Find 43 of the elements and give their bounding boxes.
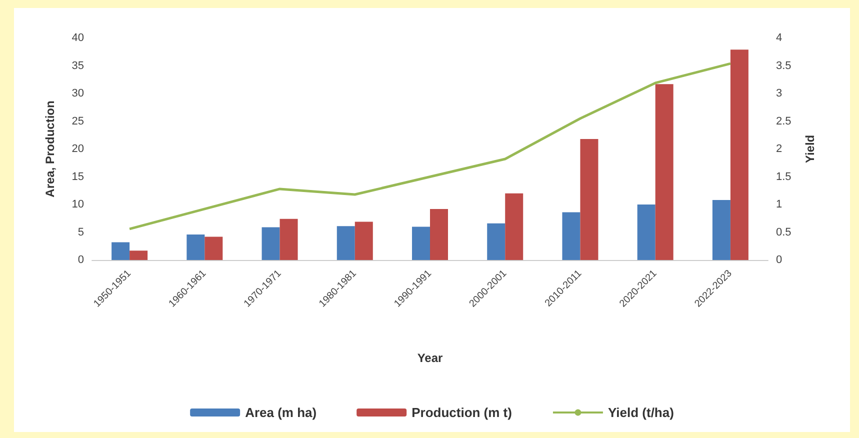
bar bbox=[430, 208, 448, 260]
bar bbox=[280, 218, 298, 260]
bar bbox=[336, 226, 355, 260]
x-axis-title: Year bbox=[417, 351, 444, 365]
bar bbox=[130, 250, 148, 260]
y2-tick-label: 3.5 bbox=[776, 60, 792, 72]
y2-tick-label: 1.5 bbox=[776, 170, 792, 183]
legend-label: Area (m ha) bbox=[245, 405, 317, 420]
bar bbox=[112, 242, 130, 260]
bar bbox=[712, 200, 730, 260]
bar bbox=[562, 212, 580, 260]
line-series bbox=[128, 62, 732, 230]
y-tick-label: 5 bbox=[78, 226, 84, 238]
y2-tick-label: 0 bbox=[776, 254, 782, 266]
y-tick-label: 15 bbox=[72, 170, 84, 183]
bar bbox=[412, 226, 430, 260]
y-tick-label: 25 bbox=[72, 115, 84, 128]
y-tick-label: 35 bbox=[72, 60, 84, 72]
legend-label: Yield (t/ha) bbox=[608, 405, 674, 420]
y-axis-title: Area, Production bbox=[43, 100, 57, 198]
y2-tick-label: 1 bbox=[776, 198, 782, 210]
bar bbox=[730, 50, 748, 260]
bar bbox=[580, 139, 598, 260]
y-tick-label: 40 bbox=[72, 32, 84, 44]
bar bbox=[186, 234, 205, 260]
bar bbox=[354, 222, 373, 260]
y2-tick-label: 2 bbox=[776, 143, 782, 155]
bar bbox=[262, 227, 280, 260]
y-tick-label: 0 bbox=[78, 254, 84, 266]
bar bbox=[505, 193, 524, 260]
y2-tick-label: 3 bbox=[776, 88, 782, 100]
legend-label: Production (m t) bbox=[412, 405, 512, 420]
bar bbox=[487, 223, 506, 260]
y-tick-label: 20 bbox=[72, 143, 84, 155]
bar bbox=[655, 84, 674, 260]
bar bbox=[637, 204, 656, 260]
y2-tick-label: 4 bbox=[776, 32, 782, 44]
y-tick-label: 10 bbox=[72, 198, 84, 210]
y2-tick-label: 2.5 bbox=[776, 115, 792, 128]
y2-axis-title: Yield bbox=[803, 134, 817, 164]
bar bbox=[204, 236, 223, 260]
y-tick-label: 30 bbox=[72, 88, 84, 100]
y2-tick-label: 0.5 bbox=[776, 226, 792, 238]
